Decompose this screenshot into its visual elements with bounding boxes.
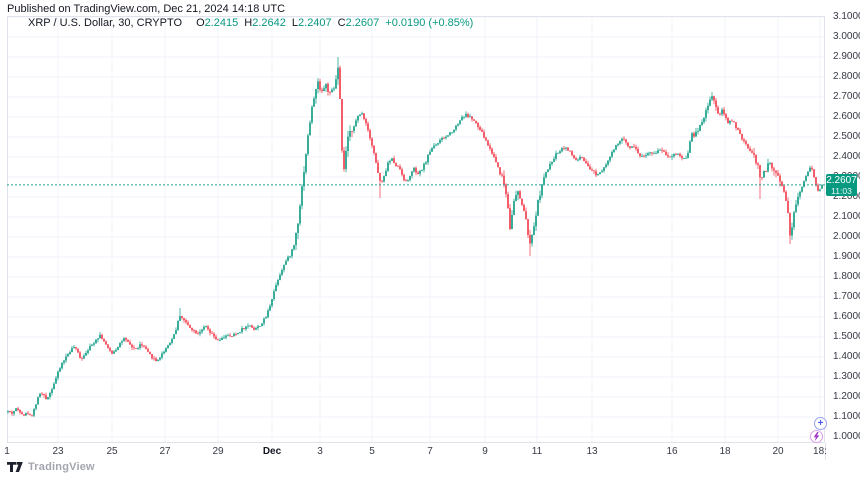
price-axis-label: 1.0000 [833,431,860,442]
price-axis-label: 1.6000 [833,311,860,322]
price-axis-label: 1.2000 [833,391,860,402]
ohlc-label: H [244,17,253,29]
price-axis-label: 2.0000 [833,231,860,242]
published-caption: Published on TradingView.com, Dec 21, 20… [7,3,286,15]
price-axis-label: 1.9000 [833,251,860,262]
price-change: +0.0190 (+0.85%) [385,17,474,29]
time-axis-label: 16 [666,446,678,457]
price-axis-label: 3.1000 [833,11,860,22]
time-axis-label: 29 [212,446,224,457]
lightning-bolt-icon [813,432,820,441]
ohlc-value: 2.2642 [252,17,286,29]
ohlc-label: C [337,17,346,29]
price-axis-label: 2.1000 [833,211,860,222]
symbol-title: XRP / U.S. Dollar, 30, CRYPTO [28,17,183,29]
ohlc-label: O [196,17,205,29]
price-axis-label: 1.5000 [833,331,860,342]
ohlc-value: 2.2415 [204,17,239,29]
price-axis-label: 2.7000 [833,91,860,102]
price-axis-label: 2.6000 [833,111,860,122]
tradingview-logo-icon [7,462,23,472]
time-axis-label: Dec [262,446,282,457]
time-axis-label: 27 [159,446,171,457]
price-axis-label: 2.5000 [833,131,860,142]
bar-countdown: 11:03 [831,186,852,196]
tradingview-logo[interactable]: TradingView [7,461,95,473]
time-axis-label: 18 [719,446,731,457]
time-axis-label: 25 [106,446,118,457]
time-axis-label: 3 [317,446,323,457]
ohlc-values: O2.2415 H2.2642 L2.2407 C2.2607 [190,17,379,29]
price-axis-label: 2.4000 [833,151,860,162]
plus-icon: + [817,417,824,429]
price-axis-label: 1.8000 [833,271,860,282]
price-axis-label: 1.3000 [833,371,860,382]
time-axis-label: 7 [427,446,433,457]
time-axis-label: 13 [586,446,598,457]
time-axis-label: 1 [4,446,10,457]
add-to-watchlist-button[interactable]: + [814,417,827,430]
tradingview-logo-text: TradingView [28,461,95,473]
time-axis-label: 18: [813,446,827,457]
time-axis-label: 9 [482,446,488,457]
price-axis-label: 3.0000 [833,31,860,42]
price-axis-label: 1.7000 [833,291,860,302]
last-price-badge: 2.2607 11:03 [826,174,857,196]
last-price-value: 2.2607 [826,175,857,186]
price-axis-label: 1.4000 [833,351,860,362]
price-axis-label: 2.2000 [833,191,860,202]
price-axis-label: 2.9000 [833,51,860,62]
ohlc-value: 2.2407 [298,17,332,29]
ohlc-value: 2.2607 [345,17,380,29]
price-axis-label: 2.8000 [833,71,860,82]
symbol-legend: XRP / U.S. Dollar, 30, CRYPTO O2.2415 H2.2… [28,17,473,29]
price-axis-label: 1.1000 [833,411,860,422]
time-axis-label: 20 [772,446,784,457]
time-axis-label: 11 [531,446,543,457]
ohlc-label: L [291,17,299,29]
time-axis-label: 23 [52,446,64,457]
time-axis-label: 5 [369,446,375,457]
instant-chart-button[interactable] [810,430,823,443]
